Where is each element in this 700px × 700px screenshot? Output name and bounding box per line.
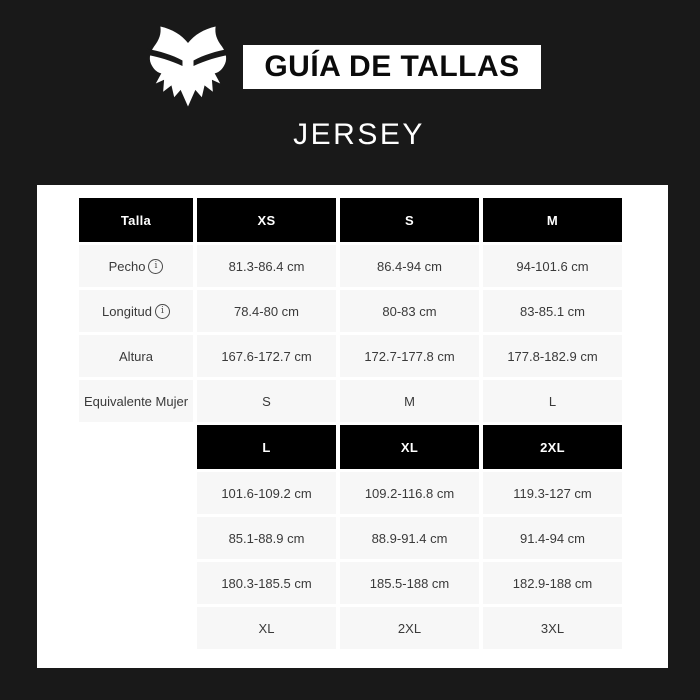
table-cell: S — [197, 380, 336, 422]
table-cell: 167.6-172.7 cm — [197, 335, 336, 377]
column-header-xl: XL — [340, 425, 479, 469]
table-cell: L — [483, 380, 622, 422]
column-header-m: M — [483, 198, 622, 242]
table-cell: M — [340, 380, 479, 422]
row-label-altura: Altura — [79, 335, 193, 377]
column-header-xs: XS — [197, 198, 336, 242]
title-badge: GUÍA DE TALLAS — [243, 45, 541, 89]
fox-head-logo-icon — [142, 22, 234, 110]
column-header-talla: Talla — [79, 198, 193, 242]
spacer-cell — [79, 472, 193, 514]
size-tables: Talla XS S M Pecho i 81.3-86.4 cm 86.4-9… — [79, 198, 622, 649]
table-cell: 172.7-177.8 cm — [340, 335, 479, 377]
column-header-2xl: 2XL — [483, 425, 622, 469]
table-cell: 101.6-109.2 cm — [197, 472, 336, 514]
table-cell: 2XL — [340, 607, 479, 649]
table-cell: XL — [197, 607, 336, 649]
table-cell: 180.3-185.5 cm — [197, 562, 336, 604]
row-label-longitud: Longitud i — [79, 290, 193, 332]
table-cell: 94-101.6 cm — [483, 245, 622, 287]
table-cell: 185.5-188 cm — [340, 562, 479, 604]
table-cell: 182.9-188 cm — [483, 562, 622, 604]
column-header-l: L — [197, 425, 336, 469]
table-cell: 80-83 cm — [340, 290, 479, 332]
info-icon[interactable]: i — [154, 303, 170, 319]
table-cell: 85.1-88.9 cm — [197, 517, 336, 559]
size-table-upper: Talla XS S M Pecho i 81.3-86.4 cm 86.4-9… — [79, 198, 622, 422]
column-header-s: S — [340, 198, 479, 242]
table-cell: 88.9-91.4 cm — [340, 517, 479, 559]
table-cell: 86.4-94 cm — [340, 245, 479, 287]
size-table-lower: L XL 2XL 101.6-109.2 cm 109.2-116.8 cm 1… — [79, 425, 622, 649]
page-title: GUÍA DE TALLAS — [264, 50, 520, 83]
table-cell: 78.4-80 cm — [197, 290, 336, 332]
table-cell: 91.4-94 cm — [483, 517, 622, 559]
row-label-equivalente-mujer: Equivalente Mujer — [79, 380, 193, 422]
table-cell: 177.8-182.9 cm — [483, 335, 622, 377]
table-cell: 81.3-86.4 cm — [197, 245, 336, 287]
table-cell: 119.3-127 cm — [483, 472, 622, 514]
spacer-cell — [79, 517, 193, 559]
info-icon[interactable]: i — [148, 258, 164, 274]
row-label-pecho: Pecho i — [79, 245, 193, 287]
table-cell: 3XL — [483, 607, 622, 649]
spacer-cell — [79, 562, 193, 604]
spacer-cell — [79, 425, 193, 469]
table-cell: 109.2-116.8 cm — [340, 472, 479, 514]
table-cell: 83-85.1 cm — [483, 290, 622, 332]
product-category-title: JERSEY — [293, 118, 425, 151]
size-table-panel: Talla XS S M Pecho i 81.3-86.4 cm 86.4-9… — [37, 185, 668, 668]
spacer-cell — [79, 607, 193, 649]
